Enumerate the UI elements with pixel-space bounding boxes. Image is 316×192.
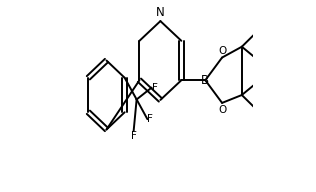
Text: O: O <box>218 46 226 56</box>
Text: F: F <box>147 114 153 124</box>
Text: F: F <box>131 131 137 141</box>
Text: N: N <box>156 6 165 19</box>
Text: B: B <box>201 74 210 87</box>
Text: F: F <box>152 83 157 93</box>
Text: O: O <box>218 105 226 115</box>
